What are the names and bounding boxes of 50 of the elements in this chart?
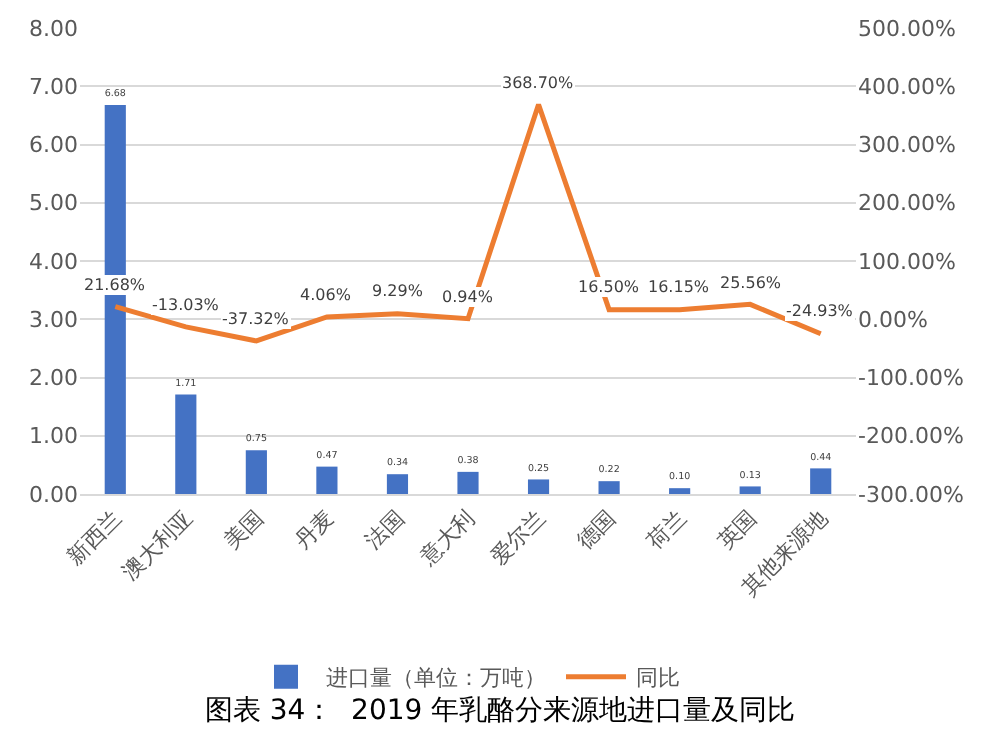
data-label: 4.06% (300, 286, 352, 304)
y2-tick-label: -300.00% (858, 481, 964, 508)
bar (245, 450, 267, 494)
bar (810, 468, 832, 494)
bar (598, 481, 620, 494)
y-tick-label: 3.00 (29, 306, 78, 333)
data-label: -37.32% (222, 310, 290, 328)
y2-tick-label: 100.00% (858, 248, 956, 275)
x-tick-label: 丹麦 (289, 505, 339, 555)
data-label: 21.68% (84, 276, 146, 294)
bar (175, 394, 197, 494)
data-label: -13.03% (152, 296, 220, 314)
text: 图表 34： 2019 年乳酪分来源地进口量及同比 (204, 695, 796, 728)
y2-tick-label: 0.00% (858, 306, 928, 333)
y2-tick-label: 300.00% (858, 132, 956, 159)
legend-label: 进口量（单位：万吨） (326, 665, 546, 692)
y-tick-label: 4.00 (29, 248, 78, 275)
x-tick-label: 意大利 (413, 505, 481, 572)
bar (739, 486, 761, 494)
y-tick-label: 8.00 (29, 15, 78, 42)
y2-tick-label: 500.00% (858, 15, 956, 42)
data-label: 25.56% (720, 274, 782, 292)
x-tick-label: 德国 (571, 505, 622, 555)
x-tick-label: 美国 (218, 505, 269, 555)
y-tick-label: 7.00 (29, 73, 78, 100)
y2-tick-label: -200.00% (858, 423, 964, 450)
data-label: 0.94% (442, 288, 494, 306)
y-tick-label: 5.00 (29, 190, 78, 217)
y-tick-label: 6.00 (29, 132, 78, 159)
y-tick-label: 1.00 (29, 423, 78, 450)
data-label: -24.93% (786, 302, 854, 320)
y2-tick-label: 200.00% (858, 190, 956, 217)
bar (386, 474, 409, 494)
bar (457, 471, 479, 494)
data-label: 9.29% (372, 282, 424, 300)
bar (669, 488, 691, 494)
data-label: 16.50% (578, 278, 640, 296)
bar (527, 479, 550, 494)
y-tick-label: 0.00 (29, 481, 78, 508)
x-tick-label: 荷兰 (642, 505, 692, 555)
x-tick-label: 法国 (359, 505, 410, 555)
legend-label: 同比 (636, 665, 680, 692)
x-tick-label: 爱尔兰 (485, 505, 551, 571)
data-label: 16.15% (648, 278, 710, 296)
y2-tick-label: 400.00% (858, 73, 956, 100)
data-label: 368.70% (502, 74, 574, 92)
x-tick-label: 英国 (712, 505, 763, 555)
y-tick-label: 2.00 (29, 365, 78, 392)
bar (316, 466, 338, 494)
y2-tick-label: -100.00% (858, 365, 964, 392)
